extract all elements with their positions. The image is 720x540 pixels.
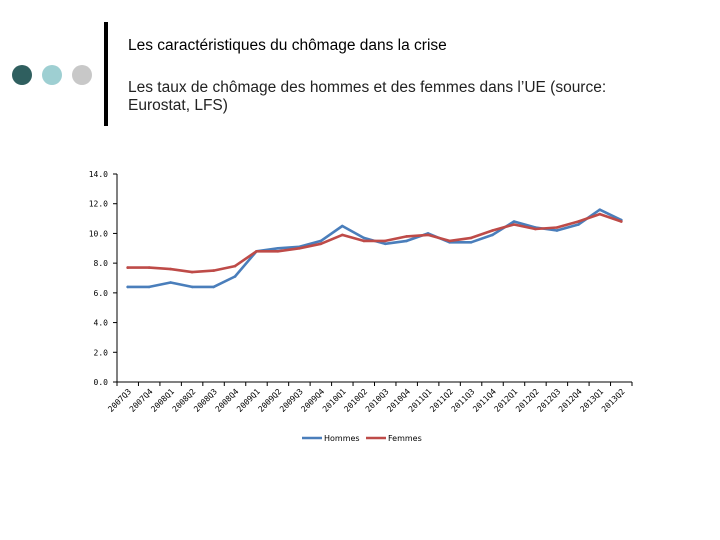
data-point-femmes [233, 264, 237, 268]
data-point-hommes [147, 285, 151, 289]
data-point-hommes [341, 224, 344, 228]
data-point-femmes [491, 229, 494, 232]
data-point-hommes [319, 239, 323, 243]
data-point-femmes [405, 235, 409, 238]
y-tick-label: 4.0 [94, 319, 109, 328]
slide-subtitle: Les taux de chômage des hommes et des fe… [128, 79, 607, 114]
data-point-hommes [491, 233, 494, 237]
data-point-femmes [534, 227, 537, 231]
data-point-hommes [190, 285, 194, 289]
y-tick-label: 6.0 [94, 289, 109, 298]
y-tick-label: 0.0 [94, 378, 109, 387]
y-tick-label: 12.0 [89, 200, 108, 209]
data-point-hommes [512, 220, 516, 223]
series-line-femmes [126, 212, 623, 274]
decorative-dot-dark [12, 65, 32, 85]
data-point-femmes [426, 233, 430, 237]
data-point-femmes [147, 266, 151, 269]
legend-label-femmes: Femmes [388, 434, 422, 443]
data-point-hommes [577, 223, 580, 226]
data-point-femmes [598, 212, 602, 216]
data-point-hommes [555, 229, 559, 232]
data-point-hommes [169, 281, 172, 284]
y-tick-label: 8.0 [94, 259, 109, 268]
y-tick-label: 10.0 [89, 229, 108, 238]
data-point-hommes [469, 241, 473, 244]
data-point-femmes [469, 236, 473, 240]
data-point-hommes [362, 236, 366, 240]
data-point-femmes [383, 239, 387, 243]
data-point-hommes [383, 242, 387, 246]
data-point-femmes [276, 250, 280, 253]
decorative-dot-grey [72, 65, 92, 85]
data-point-femmes [555, 226, 559, 229]
data-point-femmes [512, 223, 516, 226]
decorative-dot-light [42, 65, 62, 85]
title-divider-bar [104, 22, 108, 126]
data-point-femmes [577, 220, 580, 223]
data-point-femmes [298, 247, 301, 250]
data-point-femmes [169, 267, 172, 271]
data-point-femmes [190, 270, 194, 274]
data-point-hommes [233, 275, 237, 278]
data-point-femmes [212, 269, 215, 272]
data-point-femmes [319, 242, 323, 246]
data-point-hommes [126, 285, 129, 289]
data-point-femmes [126, 266, 129, 269]
data-point-hommes [212, 285, 215, 289]
x-tick-label: 2013Q2 [600, 387, 627, 414]
data-point-hommes [598, 208, 602, 211]
data-point-femmes [620, 220, 623, 223]
series-line-hommes [126, 208, 623, 289]
data-point-femmes [255, 250, 258, 253]
data-point-femmes [341, 233, 344, 237]
legend-label-hommes: Hommes [324, 434, 360, 443]
data-point-femmes [448, 239, 451, 243]
y-tick-label: 14.0 [89, 170, 108, 179]
data-point-hommes [405, 239, 409, 243]
data-point-hommes [276, 247, 280, 250]
slide-title: Les caractéristiques du chômage dans la … [128, 37, 447, 54]
y-tick-label: 2.0 [94, 348, 109, 357]
data-point-femmes [362, 239, 366, 243]
